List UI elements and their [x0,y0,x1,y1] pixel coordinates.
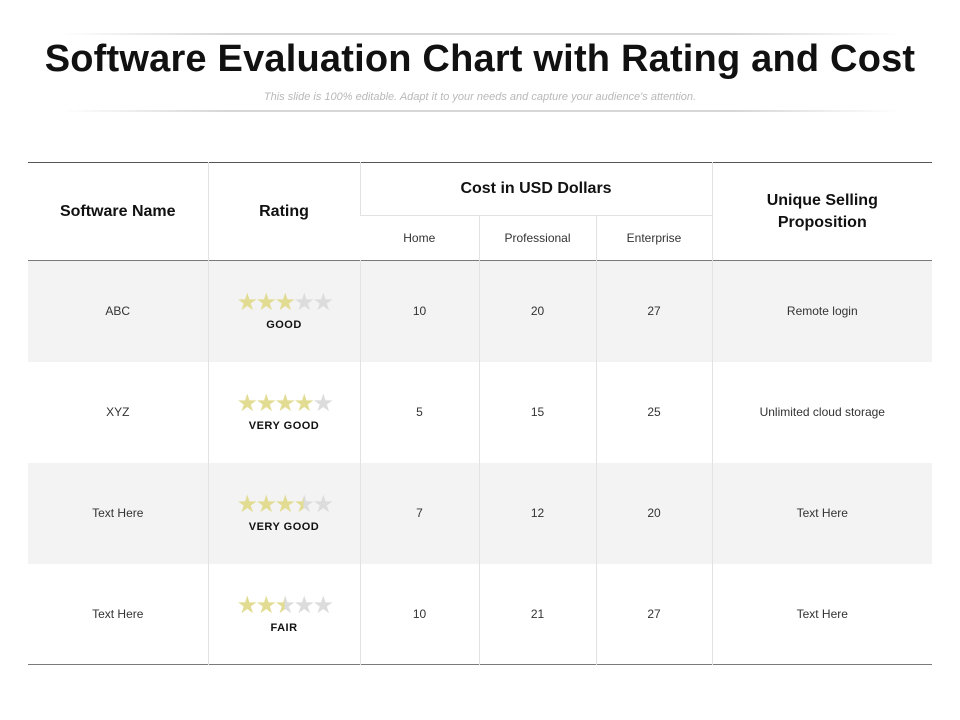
cost-enterprise-cell: 25 [595,361,713,463]
software-name-cell: Text Here [28,462,208,564]
rating-label: FAIR [270,621,298,634]
usp-cell: Text Here [711,462,933,564]
header-cost: Cost in USD Dollars [359,162,713,216]
rating-cell: ★★★★★ VERY GOOD [207,462,360,564]
table-row: Text Here ★★★★★ VERY GOOD 7 12 20 Text Here [28,462,933,564]
title-bottom-rule [60,110,900,112]
usp-cell: Remote login [711,260,933,362]
rating-label: VERY GOOD [248,420,320,432]
header-professional: Professional [478,215,596,261]
star-icon: ★ [274,491,297,518]
star-icon: ★ [236,289,259,317]
rating-cell: ★★★★★ FAIR [207,563,360,665]
table-row: Text Here ★★★★★ FAIR 10 21 27 Text Here [28,563,933,665]
cost-professional-cell: 21 [478,563,596,665]
cost-home-cell: 7 [359,462,479,564]
header-enterprise: Enterprise [595,215,713,261]
cost-professional-cell: 12 [478,462,596,564]
cost-professional-cell: 15 [478,361,596,463]
software-name-cell: ABC [28,260,208,362]
star-icon: ★ [255,289,278,317]
star-rating: ★★★★★ [236,491,335,518]
usp-cell: Text Here [711,563,933,665]
star-icon: ★ [312,289,335,317]
header-usp: Unique Selling Proposition [711,162,933,261]
rating-label: GOOD [266,319,302,332]
rating-cell: ★★★★★ GOOD [207,260,360,362]
cost-enterprise-cell: 27 [595,563,713,665]
star-icon: ★ [293,491,316,518]
cost-professional-cell: 20 [478,260,596,362]
header-rating: Rating [207,162,360,261]
star-rating: ★★★★★ [236,289,335,317]
cost-home-cell: 10 [359,260,479,362]
header-usp-label: Unique Selling Proposition [766,191,878,231]
cost-home-cell: 10 [359,563,479,665]
star-icon: ★ [255,491,278,518]
star-icon: ★ [312,591,335,619]
header-home: Home [360,215,479,261]
evaluation-table: Software Name Rating Cost in USD Dollars… [28,162,933,665]
star-icon: ★ [236,591,259,619]
table-row: XYZ ★★★★★ VERY GOOD 5 15 25 Unlimited cloud st… [28,361,933,463]
header-software-name: Software Name [28,162,208,261]
software-name-cell: Text Here [92,606,144,621]
star-rating: ★★★★★ [236,390,335,417]
table-row: ABC ★★★★★ GOOD 10 20 27 Remote login [28,260,933,362]
star-icon: ★ [312,491,335,518]
cost-enterprise-cell: 27 [595,260,713,362]
page-title: Software Evaluation Chart with Rating an… [44,38,916,80]
star-icon: ★ [293,591,316,619]
software-name-cell: XYZ [106,405,130,419]
star-icon: ★ [312,390,335,417]
rating-cell: ★★★★★ VERY GOOD [207,361,360,463]
usp-cell: Unlimited cloud storage [711,361,933,463]
star-icon: ★ [293,289,316,317]
cost-enterprise-cell: 20 [595,462,713,564]
star-icon: ★ [236,390,259,417]
star-icon: ★ [293,390,316,417]
rating-label: VERY GOOD [248,521,320,533]
star-icon: ★ [274,390,297,417]
star-icon: ★ [255,591,278,619]
star-icon: ★ [274,289,297,317]
title-top-rule [60,33,900,35]
star-icon: ★ [274,591,297,619]
star-icon: ★ [236,491,259,518]
cost-home-cell: 5 [359,361,479,463]
page-subtitle: This slide is 100% editable. Adapt it to… [263,91,697,103]
star-rating: ★★★★★ [236,591,335,619]
table-body: ABC ★★★★★ GOOD 10 20 27 Remote login XYZ ★★★★★ VE… [28,260,933,665]
star-icon: ★ [255,390,278,417]
